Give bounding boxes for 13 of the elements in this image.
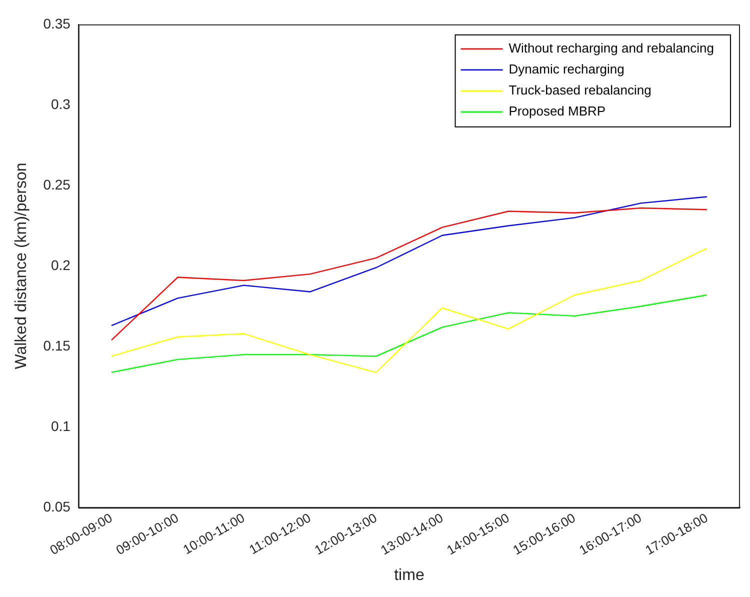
legend-label: Dynamic recharging — [508, 61, 624, 76]
y-tick-label: 0.25 — [43, 176, 71, 192]
legend-label: Without recharging and rebalancing — [508, 40, 714, 56]
y-tick-label: 0.15 — [43, 337, 71, 354]
y-tick-label: 0.3 — [50, 96, 71, 112]
y-tick-label: 0.35 — [43, 15, 71, 32]
x-axis-title: time — [394, 566, 424, 584]
legend-label: Truck-based rebalancing — [508, 82, 652, 98]
legend-label: Proposed MBRP — [508, 103, 606, 118]
y-tick-label: 0.2 — [50, 256, 71, 273]
y-axis-title: Walked distance (km)/person — [13, 162, 30, 370]
y-tick-label: 0.1 — [50, 418, 71, 434]
y-tick-label: 0.05 — [43, 498, 71, 514]
